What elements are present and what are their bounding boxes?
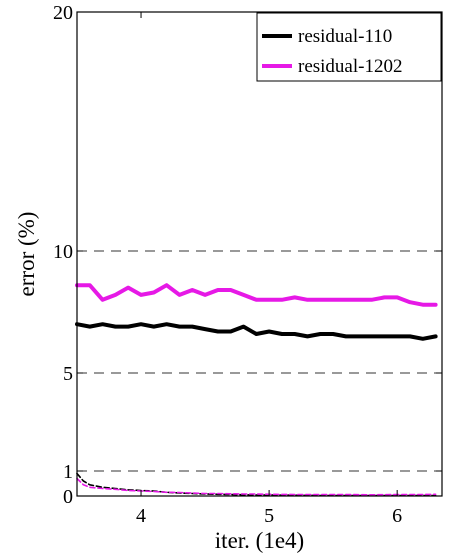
- x-tick-label-4: 4: [136, 505, 146, 527]
- y-tick-label-5: 5: [63, 363, 73, 385]
- x-tick-label-6: 6: [392, 505, 402, 527]
- axis-ticks: 0 1 5 10 20 4 5 6: [53, 2, 442, 527]
- series-line-residual-1202: [75, 283, 438, 307]
- x-axis-label: iter. (1e4): [215, 528, 304, 553]
- x-tick-label-5: 5: [264, 505, 274, 527]
- series-line-train-3: [76, 477, 437, 496]
- y-tick-label-1: 1: [63, 461, 73, 483]
- y-tick-label-20: 20: [53, 2, 73, 24]
- legend: residual-110 residual-1202: [256, 12, 442, 82]
- legend-label-residual-1202: residual-1202: [298, 56, 402, 77]
- series-line-train-2: [76, 472, 437, 497]
- legend-label-residual-110: residual-110: [298, 26, 392, 47]
- y-tick-label-10: 10: [53, 241, 73, 263]
- legend-box: [256, 12, 442, 82]
- series-line-residual-110: [75, 322, 438, 341]
- plot-frame: [76, 11, 443, 497]
- y-tick-label-0: 0: [63, 486, 73, 508]
- series-lines: [75, 283, 438, 497]
- y-axis-label: error (%): [14, 212, 39, 297]
